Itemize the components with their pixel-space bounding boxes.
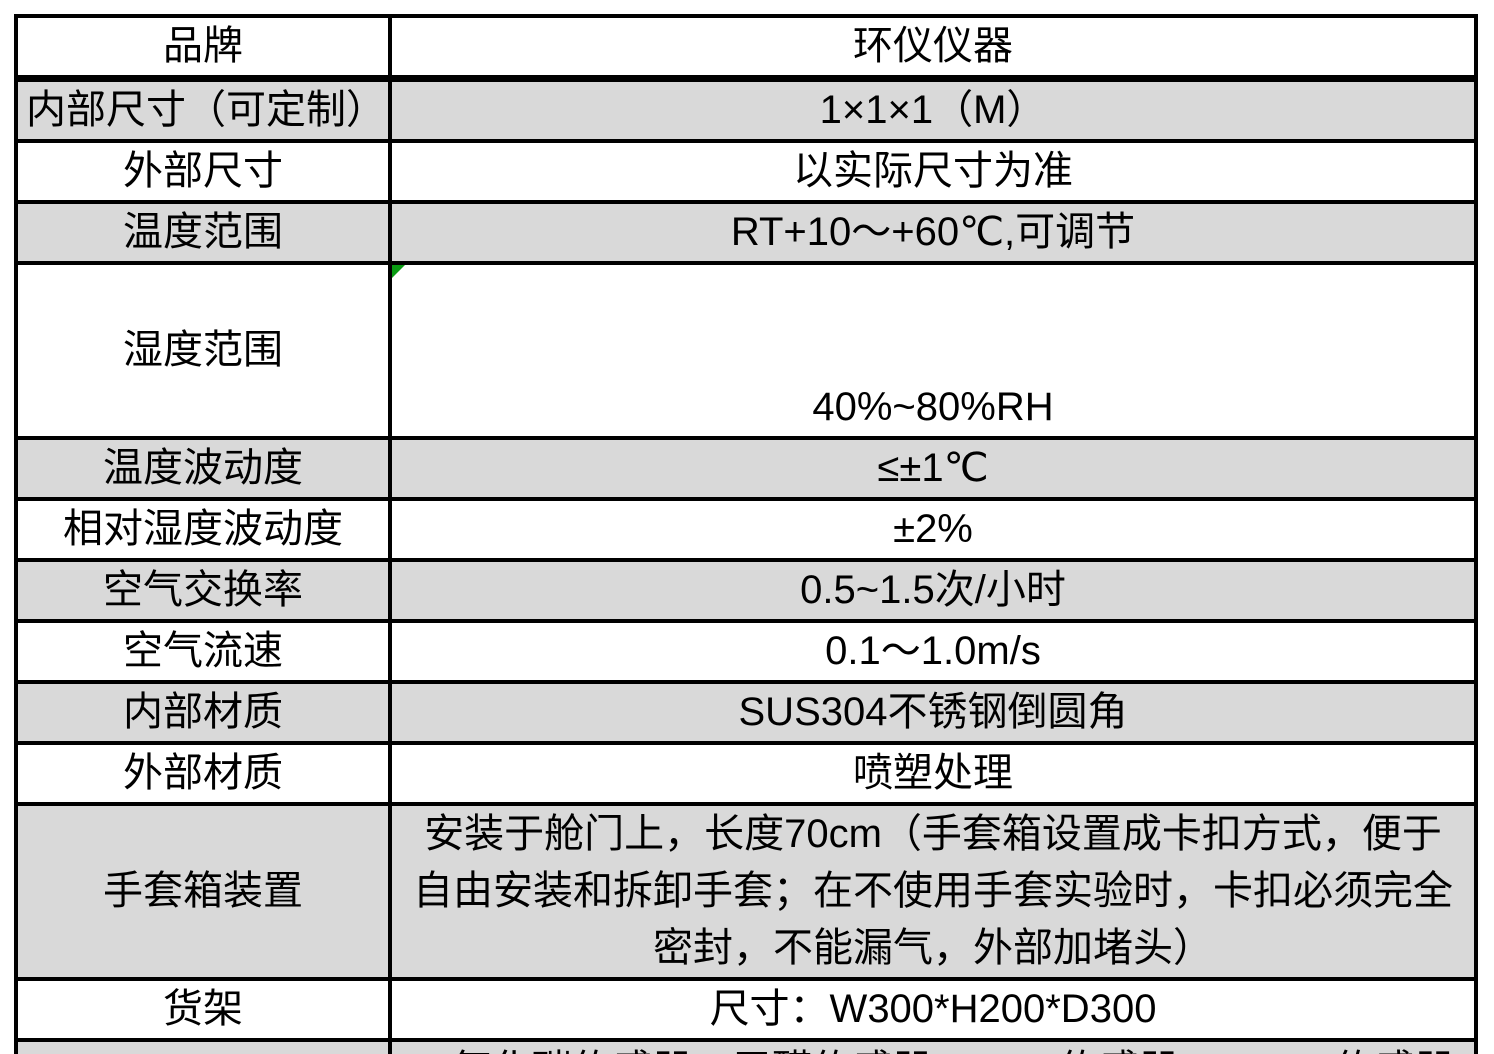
table-row-air-velocity: 空气流速 0.1～1.0m/s — [14, 619, 1478, 684]
spec-value-temperature-range: RT+10～+60℃,可调节 — [388, 200, 1478, 265]
table-row-internal-material: 内部材质 SUS304不锈钢倒圆角 — [14, 680, 1478, 745]
spec-label-shelf: 货架 — [14, 977, 392, 1042]
cell-error-indicator-icon — [394, 267, 405, 278]
product-spec-table: 品牌 环仪仪器 内部尺寸（可定制） 1×1×1（M） 外部尺寸 以实际尺寸为准 … — [14, 14, 1478, 1054]
spec-label-internal-material: 内部材质 — [14, 680, 392, 745]
table-row-external-size: 外部尺寸 以实际尺寸为准 — [14, 139, 1478, 204]
spec-value-common-sensors: 二氧化碳传感器、甲醛传感器、VOC传感器、PM2.5传感器 、氨传感器等 — [388, 1038, 1478, 1054]
spec-label-common-sensors: 常用传感器 — [14, 1038, 392, 1054]
table-row-humidity-fluctuation: 相对湿度波动度 ±2% — [14, 497, 1478, 562]
spec-value-humidity-range: 40%~80%RH — [388, 261, 1478, 440]
table-row-common-sensors: 常用传感器 二氧化碳传感器、甲醛传感器、VOC传感器、PM2.5传感器 、氨传感… — [14, 1038, 1478, 1054]
table-row-brand: 品牌 环仪仪器 — [14, 14, 1478, 82]
spec-label-temp-fluctuation: 温度波动度 — [14, 436, 392, 501]
spec-label-temperature-range: 温度范围 — [14, 200, 392, 265]
spec-value-internal-material: SUS304不锈钢倒圆角 — [388, 680, 1478, 745]
spec-value-air-velocity: 0.1～1.0m/s — [388, 619, 1478, 684]
spec-value-brand: 环仪仪器 — [388, 14, 1478, 82]
table-row-external-material: 外部材质 喷塑处理 — [14, 741, 1478, 806]
spec-value-external-material: 喷塑处理 — [388, 741, 1478, 806]
spec-value-air-exchange-rate: 0.5~1.5次/小时 — [388, 558, 1478, 623]
spec-label-brand: 品牌 — [14, 14, 392, 82]
spec-value-external-size: 以实际尺寸为准 — [388, 139, 1478, 204]
spec-label-humidity-fluctuation: 相对湿度波动度 — [14, 497, 392, 562]
spec-label-air-exchange-rate: 空气交换率 — [14, 558, 392, 623]
table-row-internal-size: 内部尺寸（可定制） 1×1×1（M） — [14, 76, 1478, 143]
spec-label-external-size: 外部尺寸 — [14, 139, 392, 204]
spec-label-air-velocity: 空气流速 — [14, 619, 392, 684]
spec-label-humidity-range: 湿度范围 — [14, 261, 392, 440]
spec-label-external-material: 外部材质 — [14, 741, 392, 806]
table-row-shelf: 货架 尺寸：W300*H200*D300 — [14, 977, 1478, 1042]
table-row-temp-fluctuation: 温度波动度 ≤±1℃ — [14, 436, 1478, 501]
spec-value-temp-fluctuation: ≤±1℃ — [388, 436, 1478, 501]
spec-value-shelf: 尺寸：W300*H200*D300 — [388, 977, 1478, 1042]
table-row-humidity-range: 湿度范围 40%~80%RH — [14, 261, 1478, 440]
spec-value-humidity-fluctuation: ±2% — [388, 497, 1478, 562]
spec-label-internal-size: 内部尺寸（可定制） — [14, 76, 392, 143]
spec-value-humidity-range-text: 40%~80%RH — [812, 385, 1054, 429]
spec-value-glovebox-device: 安装于舱门上，长度70cm（手套箱设置成卡扣方式，便于 自由安装和拆卸手套；在不… — [388, 802, 1478, 981]
table-row-temperature-range: 温度范围 RT+10～+60℃,可调节 — [14, 200, 1478, 265]
spec-value-internal-size: 1×1×1（M） — [388, 76, 1478, 143]
spec-label-glovebox-device: 手套箱装置 — [14, 802, 392, 981]
table-row-glovebox-device: 手套箱装置 安装于舱门上，长度70cm（手套箱设置成卡扣方式，便于 自由安装和拆… — [14, 802, 1478, 981]
table-row-air-exchange-rate: 空气交换率 0.5~1.5次/小时 — [14, 558, 1478, 623]
